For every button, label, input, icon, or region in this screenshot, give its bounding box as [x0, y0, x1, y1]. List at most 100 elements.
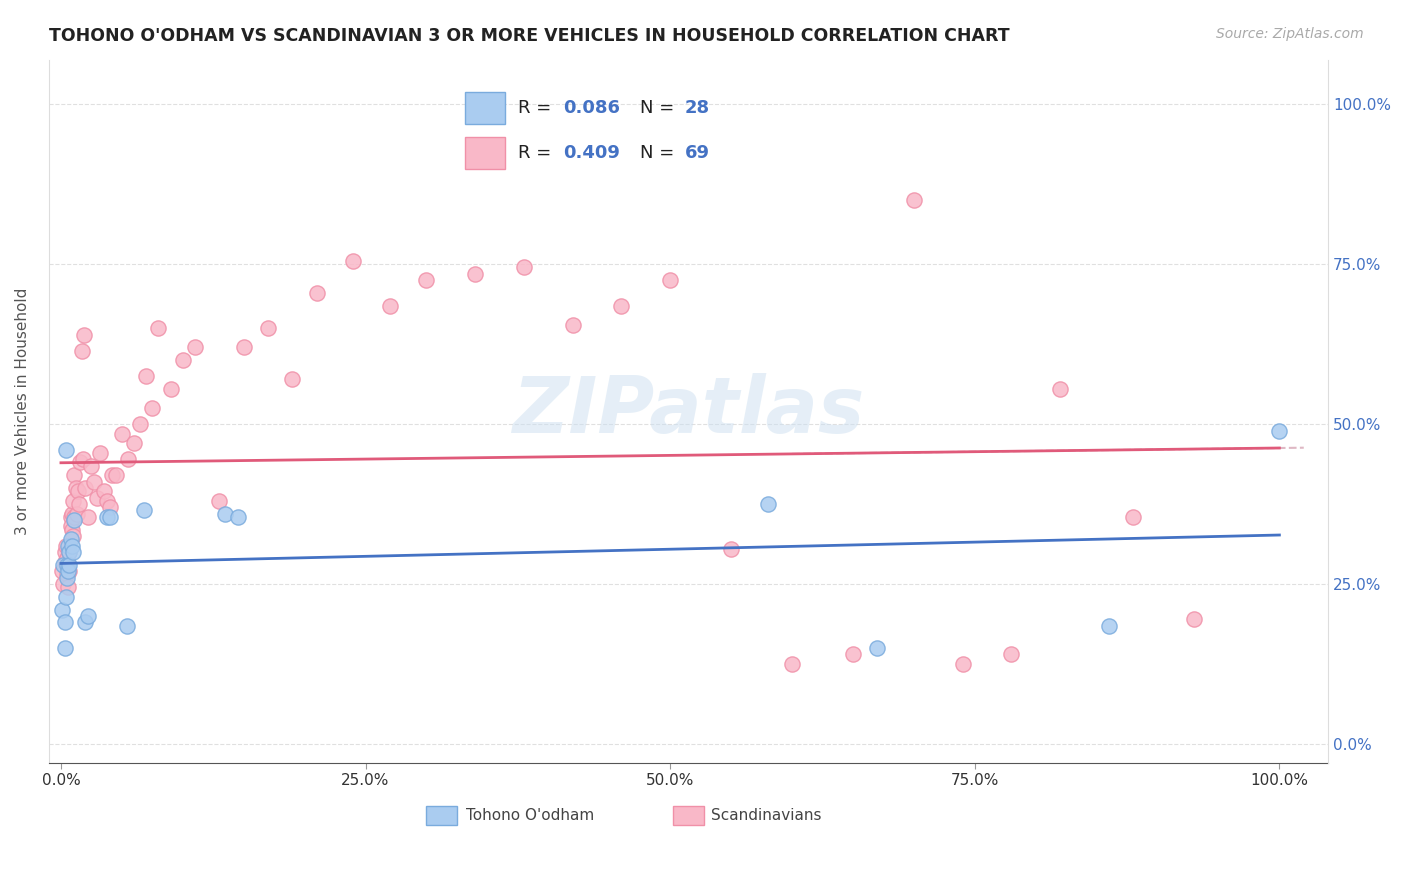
Point: [66, 507, 89, 521]
Point: [51, 602, 73, 616]
Point: [55, 590, 77, 604]
Point: [129, 417, 152, 431]
Point: [66, 484, 89, 499]
Point: [98, 500, 121, 515]
Point: [378, 299, 401, 313]
Point: [56, 558, 79, 572]
Point: [111, 426, 134, 441]
Text: ZIPatlas: ZIPatlas: [512, 374, 865, 450]
Point: [89, 446, 111, 460]
Point: [55, 442, 77, 457]
Point: [122, 436, 145, 450]
Point: [115, 618, 138, 632]
Point: [464, 267, 486, 281]
Point: [73, 327, 96, 342]
Point: [96, 509, 118, 524]
Point: [561, 318, 583, 332]
Point: [1000, 648, 1022, 662]
Point: [59, 519, 82, 533]
Point: [141, 401, 163, 416]
Bar: [673, 806, 704, 825]
Point: [86, 491, 108, 505]
Point: [53, 555, 76, 569]
Point: [52, 558, 75, 572]
Point: [69, 455, 91, 469]
Point: [52, 577, 75, 591]
Point: [58, 564, 80, 578]
Point: [208, 493, 231, 508]
Point: [305, 285, 328, 300]
Point: [58, 564, 80, 578]
Point: [117, 452, 139, 467]
Point: [53, 640, 76, 655]
Point: [342, 254, 364, 268]
Point: [159, 382, 181, 396]
Point: [720, 541, 742, 556]
Y-axis label: 3 or more Vehicles in Household: 3 or more Vehicles in Household: [15, 287, 30, 535]
Point: [58, 539, 80, 553]
Point: [70, 343, 93, 358]
Point: [1268, 424, 1291, 438]
Point: [58, 545, 80, 559]
Point: [952, 657, 974, 671]
Point: [98, 509, 121, 524]
Point: [62, 545, 84, 559]
Point: [83, 475, 105, 489]
Point: [756, 497, 779, 511]
Bar: [426, 806, 457, 825]
Point: [1049, 382, 1071, 396]
Point: [257, 321, 280, 335]
Point: [101, 468, 124, 483]
Point: [184, 340, 207, 354]
Point: [866, 640, 889, 655]
Point: [1122, 509, 1144, 524]
Point: [56, 567, 79, 582]
Point: [76, 509, 98, 524]
Point: [65, 481, 87, 495]
Point: [63, 468, 86, 483]
Point: [60, 539, 83, 553]
Point: [75, 481, 97, 495]
Text: Scandinavians: Scandinavians: [711, 807, 823, 822]
Text: Source: ZipAtlas.com: Source: ZipAtlas.com: [1216, 27, 1364, 41]
Point: [80, 458, 103, 473]
Point: [53, 615, 76, 630]
Point: [415, 273, 437, 287]
Point: [62, 493, 84, 508]
Point: [59, 533, 82, 547]
Point: [132, 503, 155, 517]
Point: [214, 507, 236, 521]
Point: [60, 523, 83, 537]
Point: [1098, 618, 1121, 632]
Point: [72, 452, 94, 467]
Point: [63, 509, 86, 524]
Point: [58, 580, 80, 594]
Text: TOHONO O'ODHAM VS SCANDINAVIAN 3 OR MORE VEHICLES IN HOUSEHOLD CORRELATION CHART: TOHONO O'ODHAM VS SCANDINAVIAN 3 OR MORE…: [49, 27, 1010, 45]
Point: [63, 513, 86, 527]
Point: [135, 369, 157, 384]
Point: [62, 529, 84, 543]
Point: [75, 615, 97, 630]
Text: Tohono O'odham: Tohono O'odham: [465, 807, 595, 822]
Point: [226, 509, 249, 524]
Point: [281, 372, 304, 386]
Point: [56, 571, 79, 585]
Point: [610, 299, 633, 313]
Point: [93, 484, 115, 499]
Point: [1182, 612, 1205, 626]
Point: [96, 493, 118, 508]
Point: [67, 497, 90, 511]
Point: [51, 564, 73, 578]
Point: [59, 509, 82, 524]
Point: [842, 648, 865, 662]
Point: [232, 340, 254, 354]
Point: [58, 558, 80, 572]
Point: [903, 194, 925, 208]
Point: [53, 545, 76, 559]
Point: [780, 657, 803, 671]
Point: [76, 609, 98, 624]
Point: [172, 353, 194, 368]
Point: [513, 260, 536, 275]
Point: [148, 321, 170, 335]
Point: [659, 273, 682, 287]
